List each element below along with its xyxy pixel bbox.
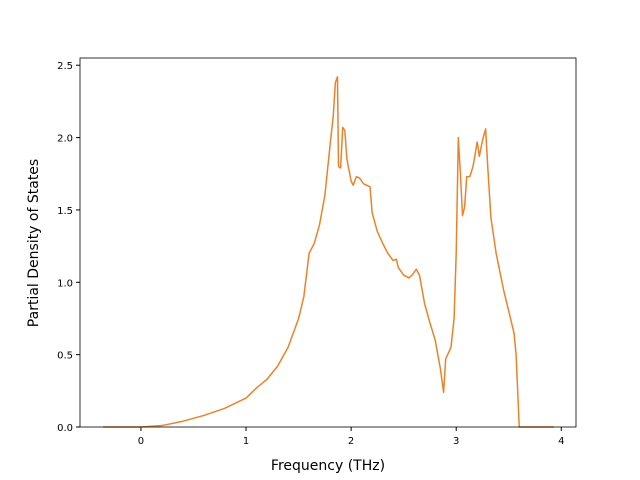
y-tick-label: 0.0: [57, 423, 73, 434]
y-tick-label: 0.5: [57, 351, 73, 362]
plot-frame: [79, 57, 577, 428]
x-tick-label: 4: [558, 436, 564, 447]
x-axis-label: Frequency (THz): [271, 458, 385, 474]
x-tick-label: 2: [348, 436, 354, 447]
y-axis-label: Partial Density of States: [26, 159, 42, 327]
x-tick-label: 1: [243, 436, 249, 447]
x-tick-label: 3: [453, 436, 459, 447]
y-tick-label: 2.0: [57, 134, 73, 145]
y-tick-label: 1.0: [57, 278, 73, 289]
data-line: [103, 76, 554, 428]
y-tick-label: 2.5: [57, 61, 73, 72]
y-tick-label: 1.5: [57, 206, 73, 217]
x-tick-label: 0: [138, 436, 144, 447]
